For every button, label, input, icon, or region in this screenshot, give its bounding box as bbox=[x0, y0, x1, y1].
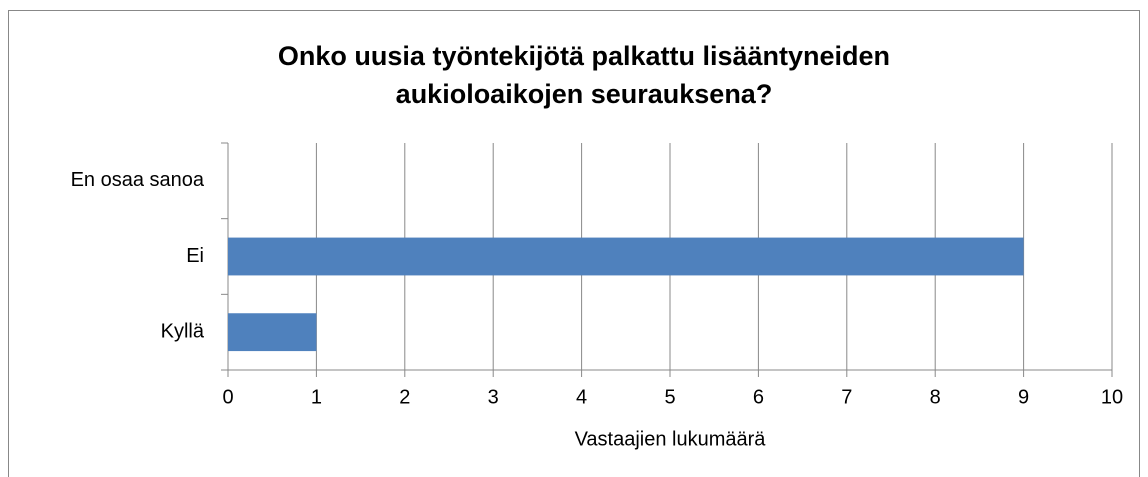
x-tick-label: 2 bbox=[399, 386, 410, 408]
y-tick-label: Kyllä bbox=[161, 320, 205, 342]
bar bbox=[228, 313, 317, 352]
x-tick-label: 1 bbox=[311, 386, 322, 408]
chart-title-line: aukioloaikojen seurauksena? bbox=[396, 79, 773, 109]
x-tick-label: 10 bbox=[1101, 386, 1123, 408]
x-tick-label: 0 bbox=[222, 386, 233, 408]
x-tick-label: 6 bbox=[753, 386, 764, 408]
x-tick-label: 3 bbox=[488, 386, 499, 408]
x-tick-label: 4 bbox=[576, 386, 587, 408]
y-tick-label: En osaa sanoa bbox=[71, 169, 205, 191]
chart-title-line: Onko uusia työntekijötä palkattu lisäänt… bbox=[278, 41, 890, 71]
x-tick-label: 7 bbox=[841, 386, 852, 408]
bar bbox=[228, 237, 1024, 276]
y-tick-label: Ei bbox=[186, 245, 204, 267]
x-axis-label: Vastaajien lukumäärä bbox=[575, 428, 767, 450]
x-tick-label: 8 bbox=[930, 386, 941, 408]
x-tick-label: 9 bbox=[1018, 386, 1029, 408]
x-tick-label: 5 bbox=[664, 386, 675, 408]
